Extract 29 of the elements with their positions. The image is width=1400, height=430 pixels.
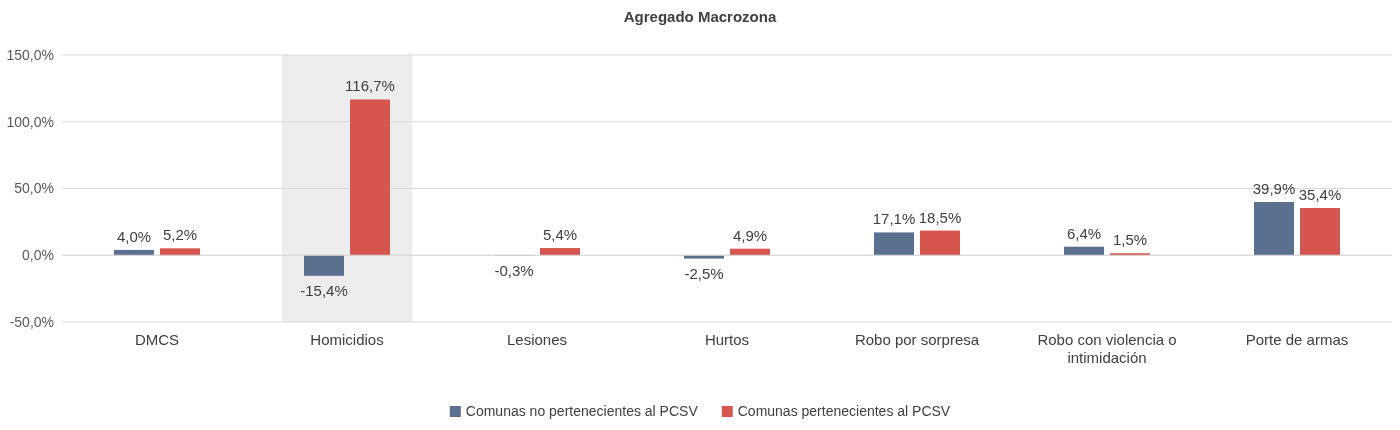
data-label: 4,0%	[116, 227, 152, 245]
data-label: -0,3%	[494, 261, 534, 279]
data-label: 35,4%	[1298, 185, 1342, 203]
x-tick-label: Porte de armas	[1245, 330, 1349, 348]
data-label: 17,1%	[872, 210, 916, 228]
data-label: -15,4%	[300, 281, 348, 299]
data-label: 6,4%	[1066, 224, 1102, 242]
x-tick-label: Lesiones	[506, 330, 568, 348]
x-tick-label: Hurtos	[704, 330, 750, 348]
y-tick-label: 0,0%	[22, 247, 54, 264]
x-tick-label: Robo con violencia o intimidación	[1037, 330, 1177, 366]
y-tick-label: 50,0%	[14, 180, 54, 197]
y-tick-label: -50,0%	[9, 313, 54, 330]
x-tick-label: DMCS	[134, 330, 180, 348]
legend-label: Comunas no pertenecientes al PCSV	[465, 403, 699, 419]
legend-label: Comunas pertenecientes al PCSV	[737, 403, 951, 419]
data-label: 39,9%	[1252, 179, 1296, 197]
data-label: -2,5%	[684, 264, 724, 282]
chart-title: Agregado Macrozona	[623, 8, 777, 25]
y-tick-label: 100,0%	[6, 113, 54, 130]
data-label: 18,5%	[918, 208, 962, 226]
y-tick-label: 150,0%	[6, 46, 54, 63]
data-label: 1,5%	[1112, 231, 1148, 249]
x-tick-label: Robo por sorpresa	[854, 330, 980, 348]
data-label: 4,9%	[732, 226, 768, 244]
data-label: 116,7%	[345, 77, 395, 95]
data-label: 5,4%	[542, 226, 578, 244]
data-label: 5,2%	[162, 226, 198, 244]
x-tick-label: Homicidios	[310, 330, 384, 348]
